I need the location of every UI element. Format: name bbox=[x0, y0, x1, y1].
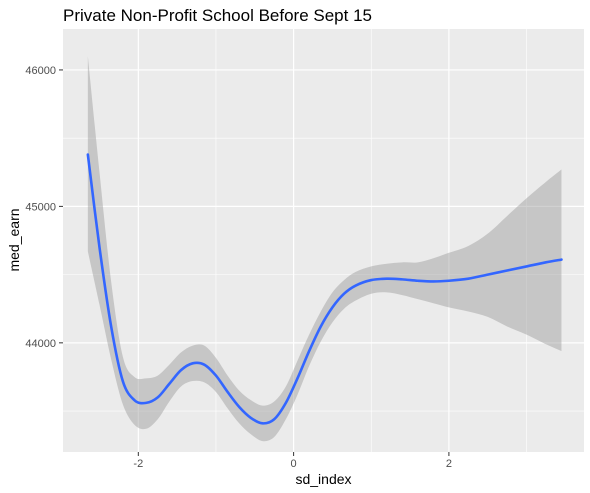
grid-major bbox=[63, 29, 584, 452]
x-tick-label: -2 bbox=[133, 458, 143, 470]
x-tick-label: 0 bbox=[291, 458, 297, 470]
x-tick-label: 2 bbox=[446, 458, 452, 470]
y-axis-title: med_earn bbox=[6, 208, 22, 271]
grid-minor bbox=[63, 29, 584, 452]
plot-panel bbox=[63, 29, 584, 452]
confidence-band bbox=[87, 56, 562, 442]
smooth-line bbox=[86, 153, 563, 425]
y-tick-label: 45000 bbox=[25, 201, 56, 213]
x-axis-title: sd_index bbox=[295, 471, 351, 487]
chart-title: Private Non-Profit School Before Sept 15 bbox=[63, 6, 372, 25]
x-axis: -2 0 2 bbox=[133, 452, 452, 470]
y-axis: 44000 45000 46000 bbox=[25, 65, 63, 350]
y-tick-label: 46000 bbox=[25, 65, 56, 77]
y-tick-label: 44000 bbox=[25, 338, 56, 350]
